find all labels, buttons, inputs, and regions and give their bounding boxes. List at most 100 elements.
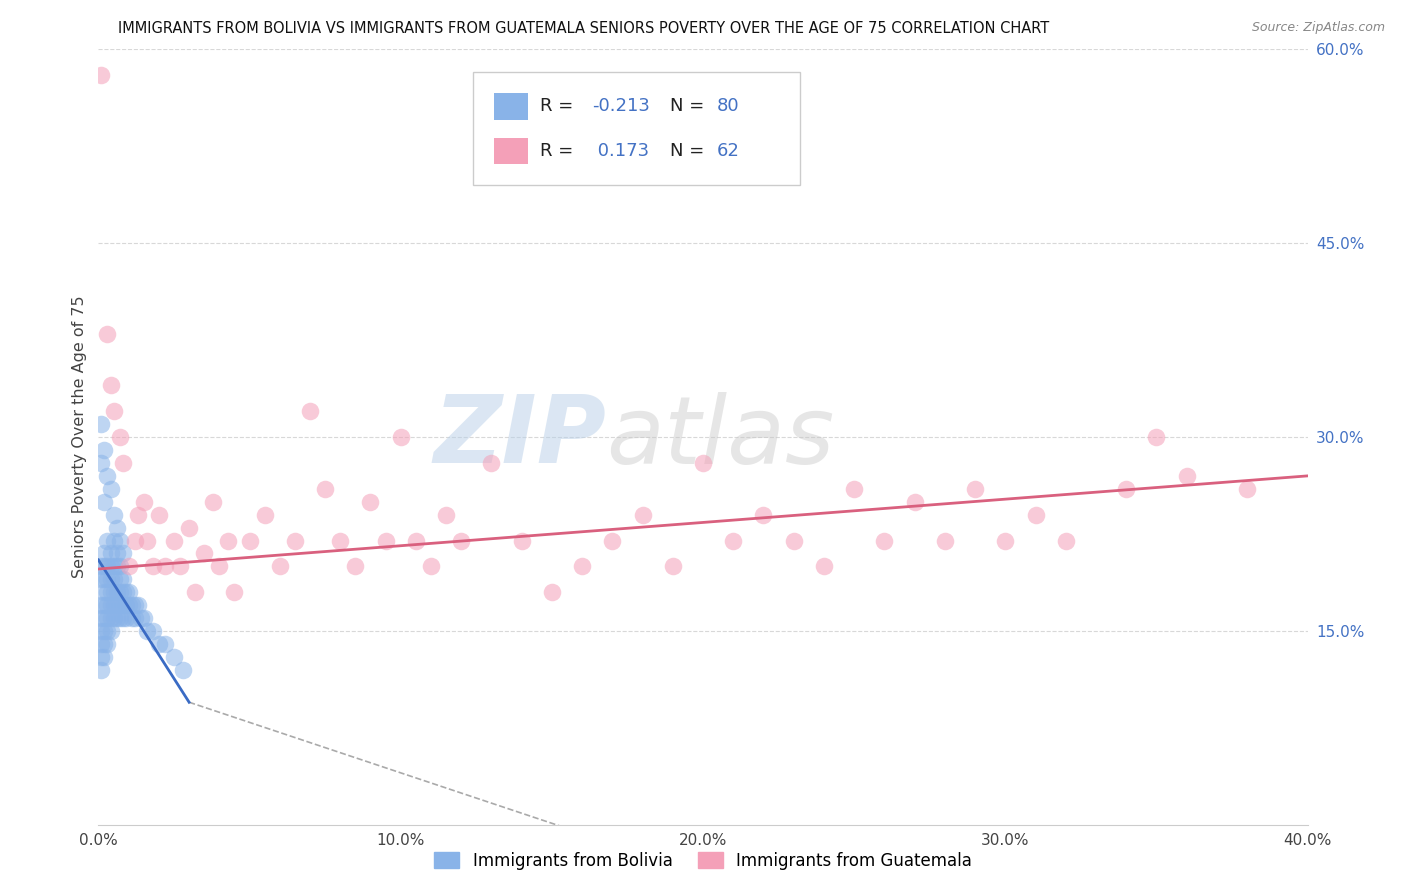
Point xyxy=(90,456,112,470)
Point xyxy=(100,585,122,599)
Point xyxy=(132,494,155,508)
Point xyxy=(90,68,112,82)
Point xyxy=(142,559,165,574)
Point xyxy=(100,546,122,561)
Point xyxy=(93,573,115,587)
Point xyxy=(239,533,262,548)
Point xyxy=(90,649,112,664)
Text: N =: N = xyxy=(671,142,710,160)
FancyBboxPatch shape xyxy=(494,137,527,164)
Point xyxy=(148,508,170,522)
Point xyxy=(90,559,112,574)
Point xyxy=(631,508,654,522)
Point xyxy=(90,611,112,625)
Point xyxy=(121,611,143,625)
Point xyxy=(329,533,352,548)
Point xyxy=(148,637,170,651)
Point xyxy=(118,559,141,574)
Text: 80: 80 xyxy=(716,97,740,115)
Point xyxy=(163,649,186,664)
Point xyxy=(96,624,118,639)
Point xyxy=(96,573,118,587)
Point xyxy=(103,598,125,612)
Point xyxy=(153,637,176,651)
Point xyxy=(344,559,367,574)
Point xyxy=(100,598,122,612)
Point xyxy=(111,573,134,587)
Point xyxy=(103,559,125,574)
Point xyxy=(103,611,125,625)
Point xyxy=(127,598,149,612)
Point xyxy=(108,611,131,625)
Point xyxy=(571,559,593,574)
Point xyxy=(90,417,112,432)
Y-axis label: Seniors Poverty Over the Age of 75: Seniors Poverty Over the Age of 75 xyxy=(72,296,87,578)
Point xyxy=(153,559,176,574)
Text: Source: ZipAtlas.com: Source: ZipAtlas.com xyxy=(1251,21,1385,34)
Point xyxy=(90,663,112,677)
Text: R =: R = xyxy=(540,142,579,160)
Point xyxy=(540,585,562,599)
Point xyxy=(692,456,714,470)
Point xyxy=(124,611,146,625)
Point xyxy=(105,521,128,535)
Point xyxy=(93,443,115,457)
Point xyxy=(90,598,112,612)
Point xyxy=(111,611,134,625)
Point xyxy=(103,404,125,418)
Point xyxy=(96,611,118,625)
Point xyxy=(118,585,141,599)
Text: R =: R = xyxy=(540,97,579,115)
Point xyxy=(93,546,115,561)
Point xyxy=(105,598,128,612)
Point xyxy=(253,508,276,522)
Point xyxy=(179,521,201,535)
Text: -0.213: -0.213 xyxy=(592,97,650,115)
Point xyxy=(108,585,131,599)
Point xyxy=(93,494,115,508)
Point xyxy=(100,559,122,574)
Point xyxy=(96,598,118,612)
Point xyxy=(96,637,118,651)
Point xyxy=(510,533,533,548)
Point xyxy=(103,508,125,522)
Point xyxy=(100,611,122,625)
Point xyxy=(90,624,112,639)
Point xyxy=(90,637,112,651)
Point xyxy=(1236,482,1258,496)
Point xyxy=(93,624,115,639)
Point xyxy=(284,533,307,548)
Point xyxy=(105,546,128,561)
Point xyxy=(420,559,443,574)
Point xyxy=(450,533,472,548)
Point xyxy=(1175,469,1198,483)
Point xyxy=(1024,508,1046,522)
Point xyxy=(93,598,115,612)
Point xyxy=(96,469,118,483)
Point xyxy=(184,585,207,599)
Text: ZIP: ZIP xyxy=(433,391,606,483)
Point xyxy=(111,546,134,561)
Point xyxy=(100,624,122,639)
Point xyxy=(93,585,115,599)
Point xyxy=(90,573,112,587)
Point xyxy=(1115,482,1137,496)
Text: IMMIGRANTS FROM BOLIVIA VS IMMIGRANTS FROM GUATEMALA SENIORS POVERTY OVER THE AG: IMMIGRANTS FROM BOLIVIA VS IMMIGRANTS FR… xyxy=(118,21,1049,36)
Point xyxy=(602,533,624,548)
Point xyxy=(105,559,128,574)
Point xyxy=(93,649,115,664)
Point xyxy=(723,533,745,548)
Legend: Immigrants from Bolivia, Immigrants from Guatemala: Immigrants from Bolivia, Immigrants from… xyxy=(427,846,979,877)
Point xyxy=(114,585,136,599)
Point xyxy=(108,559,131,574)
Text: 0.173: 0.173 xyxy=(592,142,650,160)
Point xyxy=(1054,533,1077,548)
Point xyxy=(434,508,457,522)
Point xyxy=(118,598,141,612)
Point xyxy=(96,533,118,548)
Point xyxy=(114,598,136,612)
Point xyxy=(93,637,115,651)
Point xyxy=(142,624,165,639)
FancyBboxPatch shape xyxy=(474,72,800,185)
Point xyxy=(965,482,987,496)
